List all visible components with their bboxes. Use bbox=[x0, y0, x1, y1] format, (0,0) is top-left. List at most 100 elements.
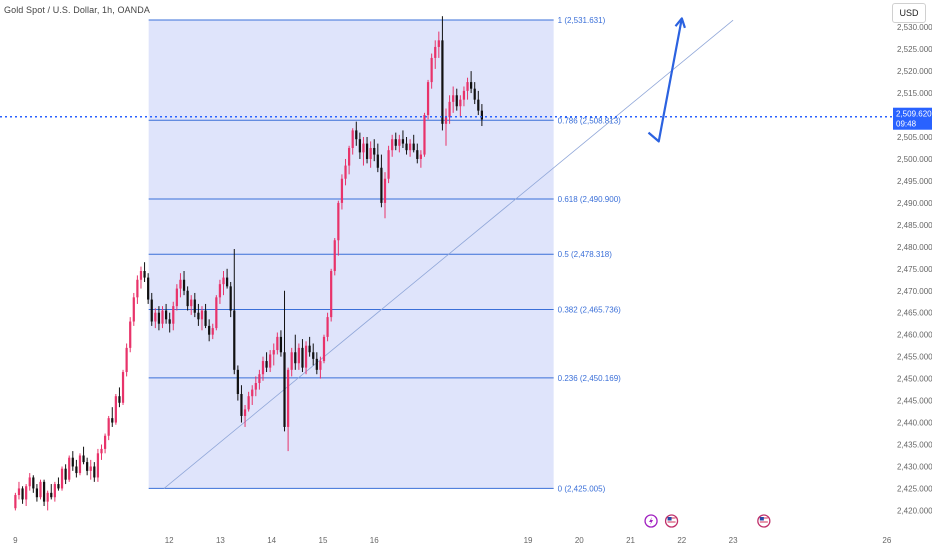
candle-body bbox=[337, 202, 340, 241]
x-tick-label: 16 bbox=[370, 536, 379, 545]
candle-body bbox=[466, 82, 469, 91]
y-tick-label: 2,425.000 bbox=[897, 484, 932, 493]
candle-body bbox=[93, 466, 96, 478]
x-tick-label: 9 bbox=[13, 536, 18, 545]
fib-level-label: 1 (2,531.631) bbox=[558, 16, 606, 25]
candle-body bbox=[448, 101, 451, 118]
candle-body bbox=[254, 383, 257, 390]
candle-body bbox=[14, 495, 17, 509]
y-tick-label: 2,455.000 bbox=[897, 353, 932, 362]
candle-body bbox=[330, 270, 333, 318]
candle-body bbox=[319, 361, 322, 370]
candle-body bbox=[355, 130, 358, 140]
candle-body bbox=[193, 299, 196, 313]
candle-body bbox=[283, 352, 286, 427]
candle-body bbox=[380, 167, 383, 203]
candle-body bbox=[455, 95, 458, 107]
candle-body bbox=[225, 277, 229, 287]
candle-body bbox=[161, 310, 164, 324]
candle-body bbox=[290, 352, 293, 370]
candle-body bbox=[358, 139, 361, 153]
candle-body bbox=[53, 484, 56, 498]
candle-body bbox=[200, 310, 204, 320]
candle-body bbox=[78, 455, 82, 474]
candle-body bbox=[143, 270, 146, 278]
current-price-value: 2,509.620 bbox=[896, 110, 932, 119]
candle-body bbox=[272, 350, 275, 355]
candle-body bbox=[286, 369, 290, 427]
candle-body bbox=[175, 288, 178, 307]
candle-body bbox=[190, 299, 193, 307]
candle-body bbox=[89, 466, 92, 471]
candle-body bbox=[258, 374, 261, 384]
candle-body bbox=[229, 286, 232, 311]
flag-canton bbox=[759, 517, 764, 521]
candle-body bbox=[308, 345, 311, 353]
candle-body bbox=[315, 358, 318, 370]
us-flag-icon bbox=[664, 514, 679, 528]
y-tick-label: 2,440.000 bbox=[897, 419, 932, 428]
candle-body bbox=[233, 310, 236, 370]
candle-body bbox=[279, 336, 283, 353]
x-tick-label: 26 bbox=[882, 536, 891, 545]
fib-level-label: 0.618 (2,490.900) bbox=[558, 195, 621, 204]
y-tick-label: 2,460.000 bbox=[897, 331, 932, 340]
candle-body bbox=[297, 347, 300, 364]
candle-body bbox=[125, 347, 128, 373]
candle-body bbox=[68, 457, 71, 480]
y-tick-label: 2,480.000 bbox=[897, 243, 932, 252]
candle-body bbox=[452, 95, 455, 102]
y-tick-label: 2,435.000 bbox=[897, 441, 932, 450]
candle-body bbox=[473, 88, 476, 100]
y-tick-label: 2,530.000 bbox=[897, 23, 932, 32]
candle-body bbox=[57, 484, 60, 489]
x-tick-label: 15 bbox=[319, 536, 328, 545]
candle-body bbox=[480, 110, 483, 120]
candle-body bbox=[96, 453, 100, 478]
fib-level-label: 0 (2,425.005) bbox=[558, 484, 606, 493]
candle-body bbox=[139, 270, 143, 280]
candle-body bbox=[394, 139, 397, 146]
candle-body bbox=[121, 372, 125, 403]
candle-body bbox=[347, 147, 351, 166]
y-tick-label: 2,430.000 bbox=[897, 462, 932, 471]
candle-body bbox=[430, 57, 433, 83]
y-tick-label: 2,465.000 bbox=[897, 309, 932, 318]
candle-body bbox=[362, 143, 365, 153]
x-tick-label: 14 bbox=[267, 536, 276, 545]
candle-body bbox=[261, 361, 265, 375]
candle-body bbox=[391, 139, 394, 151]
candle-body bbox=[168, 319, 171, 324]
candle-body bbox=[247, 396, 250, 410]
candle-body bbox=[333, 240, 336, 271]
candle-body bbox=[419, 154, 422, 159]
candle-body bbox=[373, 147, 376, 155]
trendline bbox=[163, 19, 734, 489]
candle-body bbox=[340, 178, 344, 203]
candle-body bbox=[21, 488, 24, 500]
candle-body bbox=[301, 347, 304, 368]
candle-body bbox=[75, 466, 78, 474]
candle-body bbox=[383, 178, 387, 203]
candle-body bbox=[107, 418, 110, 436]
candle-body bbox=[25, 486, 28, 500]
candle-body bbox=[398, 139, 401, 146]
candle-body bbox=[441, 40, 444, 124]
candle-body bbox=[240, 393, 243, 416]
currency-button[interactable]: USD bbox=[892, 3, 926, 23]
candle-body bbox=[444, 117, 448, 124]
candle-body bbox=[182, 279, 186, 291]
candle-body bbox=[376, 154, 379, 168]
candle-body bbox=[434, 46, 437, 58]
candle-body bbox=[269, 354, 272, 368]
x-tick-label: 23 bbox=[729, 536, 738, 545]
candle-body bbox=[222, 277, 225, 285]
candle-body bbox=[28, 477, 31, 487]
candle-body bbox=[60, 468, 64, 489]
candle-body bbox=[197, 312, 200, 320]
us-flag-icon bbox=[757, 514, 771, 528]
candle-body bbox=[129, 321, 132, 348]
candle-body bbox=[114, 396, 117, 423]
candle-body bbox=[312, 352, 315, 359]
